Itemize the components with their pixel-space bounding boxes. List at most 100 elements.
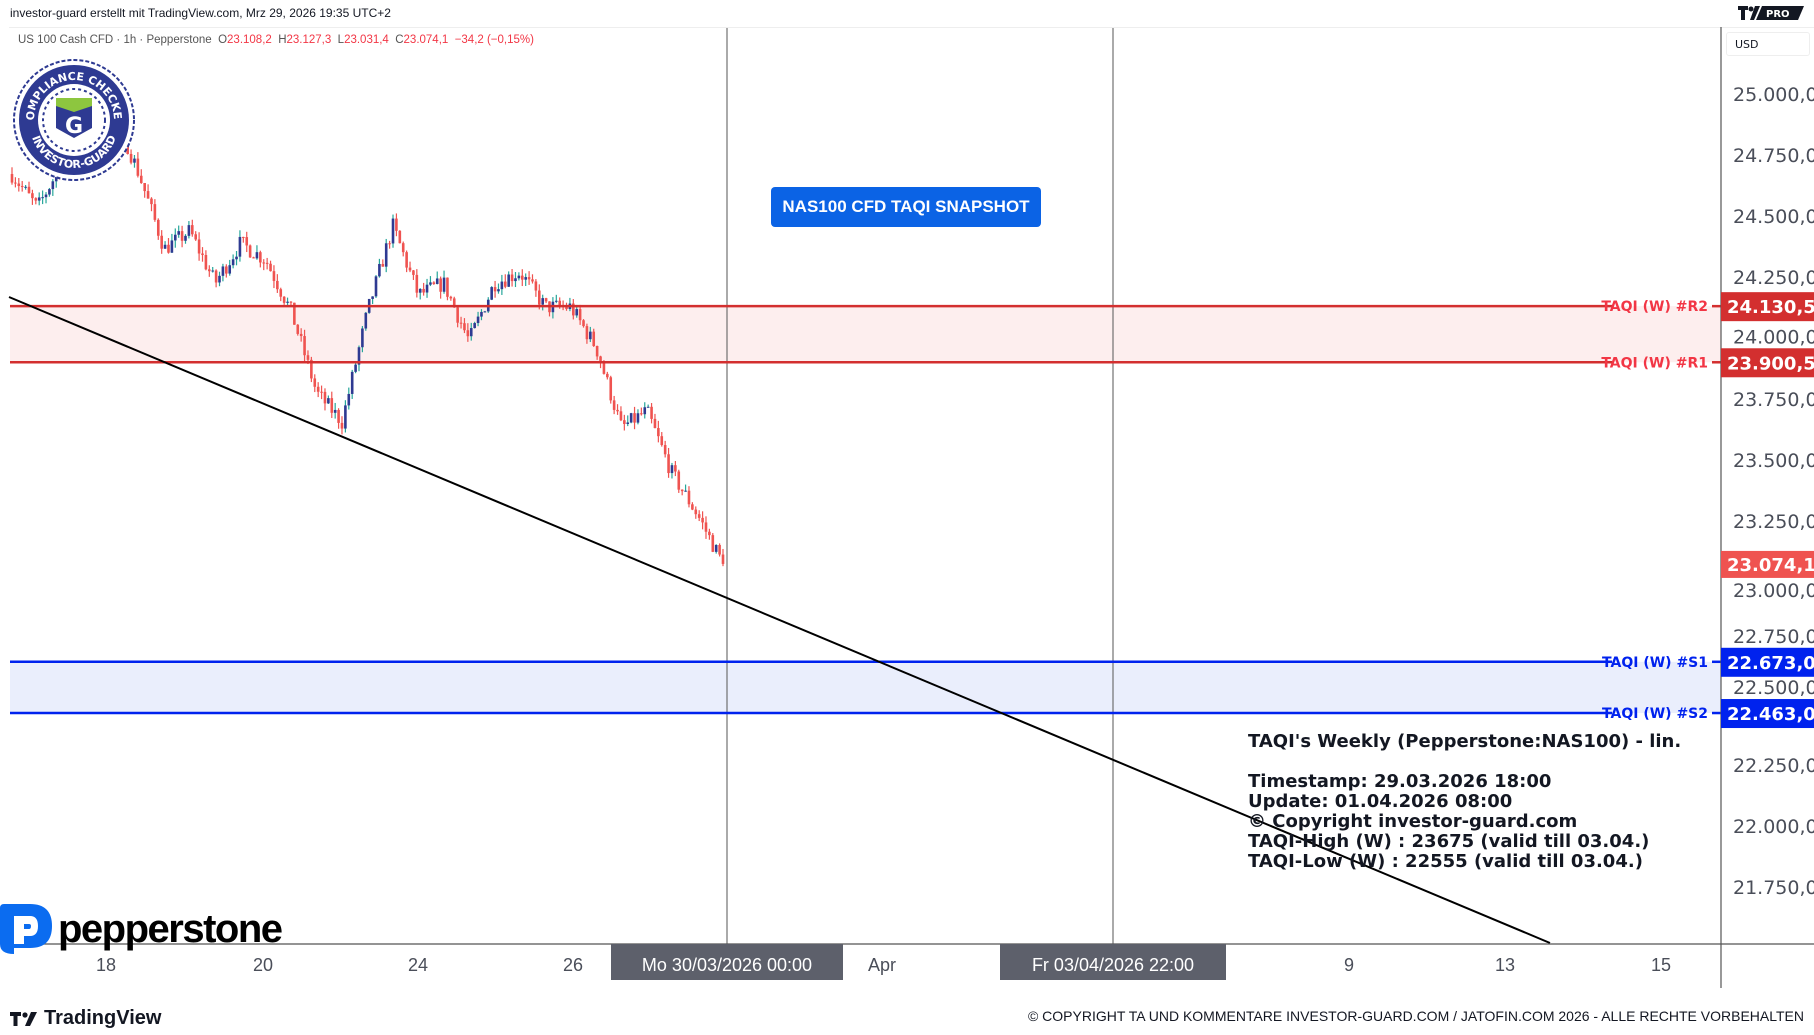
time-highlight-box xyxy=(611,944,843,980)
time-tick: 18 xyxy=(96,955,116,975)
ohlc-legend: US 100 Cash CFD · 1h · Pepperstone O23.1… xyxy=(18,34,534,46)
candle-body xyxy=(599,356,602,364)
candle-body xyxy=(629,413,633,423)
tradingview-pro-logo: PRO xyxy=(1738,4,1804,26)
candle-body xyxy=(395,218,398,231)
candle-body xyxy=(357,347,361,365)
candle-body xyxy=(286,301,289,303)
candle-body xyxy=(534,281,538,291)
candle-body xyxy=(248,245,252,258)
time-tick: 9 xyxy=(1344,955,1354,975)
last-price-tag xyxy=(1721,550,1814,578)
candle-body xyxy=(139,175,143,183)
candle-body xyxy=(378,263,381,277)
candle-body xyxy=(279,289,283,297)
candle-body xyxy=(51,181,55,190)
candle-body xyxy=(231,259,235,266)
candle-body xyxy=(524,277,527,280)
candle-body xyxy=(429,282,432,285)
candle-body xyxy=(670,465,674,474)
low-value: 23.031,4 xyxy=(344,34,389,46)
candle-body xyxy=(238,236,242,257)
time-highlight-box xyxy=(1000,944,1226,980)
price-tick: 23.250,0 xyxy=(1733,511,1814,533)
price-tick: 22.750,0 xyxy=(1733,626,1814,648)
price-tick: 23.750,0 xyxy=(1733,389,1814,411)
svg-text:G: G xyxy=(65,114,83,139)
info-copyright: © Copyright investor-guard.com xyxy=(1248,811,1578,832)
candle-body xyxy=(589,331,592,340)
candle-body xyxy=(313,378,317,387)
candle-body xyxy=(235,256,238,260)
candle-body xyxy=(323,391,327,404)
price-tick: 24.750,0 xyxy=(1733,145,1814,167)
candle-body xyxy=(405,252,408,268)
candle-body xyxy=(619,411,623,421)
candle-body xyxy=(24,186,27,188)
candle-body xyxy=(714,544,718,552)
time-tick: 20 xyxy=(253,955,273,975)
candle-body xyxy=(449,296,453,299)
candle-body xyxy=(272,271,276,281)
candle-body xyxy=(361,328,364,348)
candle-body xyxy=(718,544,721,555)
candle-body xyxy=(330,398,334,413)
price-chart[interactable]: TAQI (W) #R2 TAQI (W) #R1 TAQI (W) #S1 TAQI… xyxy=(0,0,1814,990)
candle-body xyxy=(398,230,402,244)
candle-body xyxy=(354,364,357,372)
currency-selector[interactable]: USD xyxy=(1726,32,1810,56)
candle-body xyxy=(133,158,136,163)
price-tick: 22.500,0 xyxy=(1733,677,1814,699)
candle-body xyxy=(242,236,245,238)
level-price-tag xyxy=(1721,647,1814,677)
candle-body xyxy=(446,277,449,297)
candle-body xyxy=(296,324,300,334)
candle-body xyxy=(208,269,211,272)
candle-body xyxy=(415,274,419,293)
time-highlight-label: Fr 03/04/2026 22:00 xyxy=(1032,955,1194,975)
candle-body xyxy=(643,407,647,415)
info-title: TAQI's Weekly (Pepperstone:NAS100) - lin… xyxy=(1248,731,1682,752)
candle-body xyxy=(374,276,378,297)
candle-body xyxy=(609,377,613,401)
candle-body xyxy=(187,225,191,236)
candle-body xyxy=(476,316,480,324)
candle-body xyxy=(173,234,177,241)
candle-body xyxy=(418,288,422,293)
candle-body xyxy=(333,409,337,413)
candle-body xyxy=(510,274,514,282)
candle-body xyxy=(708,531,711,536)
price-tick: 21.750,0 xyxy=(1733,877,1814,899)
candle-body xyxy=(657,428,660,437)
candle-body xyxy=(31,193,34,199)
candle-body xyxy=(27,186,31,194)
candle-body xyxy=(412,270,415,275)
candle-body xyxy=(225,266,228,274)
candle-body xyxy=(537,290,541,305)
level-price-label: 22.673,0 xyxy=(1727,653,1814,674)
price-tick: 22.000,0 xyxy=(1733,816,1814,838)
level-price-label: 24.130,5 xyxy=(1727,297,1814,318)
candle-body xyxy=(684,490,687,492)
price-tick: 25.000,0 xyxy=(1733,84,1814,106)
candle-body xyxy=(527,277,531,280)
candle-body xyxy=(677,471,681,490)
candle-body xyxy=(320,391,323,393)
candle-body xyxy=(558,300,562,306)
taqi-info-box: TAQI's Weekly (Pepperstone:NAS100) - lin… xyxy=(1248,732,1681,872)
candle-body xyxy=(623,420,626,424)
candle-body xyxy=(425,284,429,293)
candle-body xyxy=(163,244,167,249)
candle-body xyxy=(180,231,184,241)
candle-body xyxy=(408,267,412,271)
candle-body xyxy=(41,197,44,199)
snapshot-label[interactable]: NAS100 CFD TAQI SNAPSHOT xyxy=(771,187,1041,227)
candle-body xyxy=(633,413,636,423)
compliance-seal: COMPLIANCE CHECKED INVESTOR-GUARD G xyxy=(7,48,136,186)
trendline[interactable] xyxy=(8,296,1551,944)
price-tick: 23.000,0 xyxy=(1733,580,1814,602)
chart-frame xyxy=(9,27,1814,989)
candle-body xyxy=(582,320,585,327)
candle-body xyxy=(565,306,568,309)
candle-body xyxy=(150,198,153,205)
